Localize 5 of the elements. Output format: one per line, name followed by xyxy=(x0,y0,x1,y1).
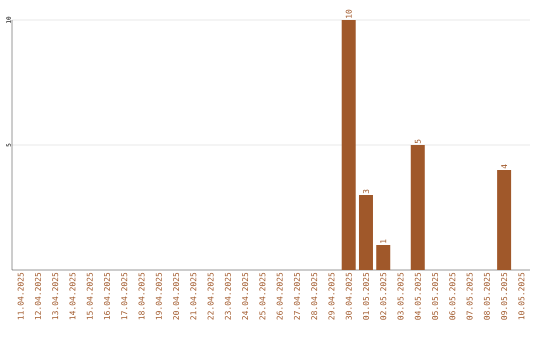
bar xyxy=(376,245,390,270)
bar xyxy=(410,145,425,270)
bar xyxy=(497,170,512,270)
bar xyxy=(358,195,373,270)
bar xyxy=(342,20,356,270)
